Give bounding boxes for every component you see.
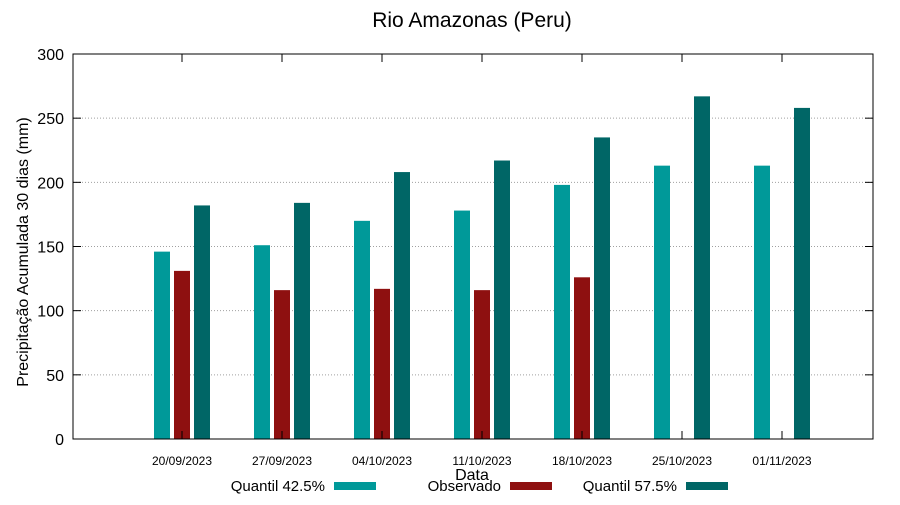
y-tick-label: 0 (55, 432, 64, 449)
legend-swatch (510, 482, 552, 490)
axis-ticks (73, 53, 873, 440)
bar-observado-1 (174, 270, 190, 439)
bar-quantil-42-5-1 (154, 251, 170, 439)
bar-quantil-42-5-2 (254, 245, 270, 439)
bar-quantil-57-5-5 (594, 137, 610, 439)
x-tick-label: 25/10/2023 (652, 454, 712, 468)
x-axis-label: Data (455, 467, 489, 484)
y-tick-label: 50 (46, 368, 64, 385)
x-tick-label: 01/11/2023 (752, 454, 811, 468)
x-tick-label: 20/09/2023 (152, 454, 212, 468)
y-axis-label: Precipitação Acumulada 30 dias (mm) (15, 117, 32, 386)
legend-label: Observado (428, 478, 501, 495)
y-tick-label: 150 (37, 240, 64, 257)
bar-quantil-57-5-7 (794, 107, 810, 440)
bar-observado-4 (474, 290, 490, 439)
x-tick-labels: 20/09/2023 27/09/2023 04/10/2023 11/10/2023… (152, 454, 812, 468)
bar-observado-2 (274, 290, 290, 439)
y-tick-labels: 0 50 100 150 200 250 300 (37, 47, 64, 449)
x-tick-label: 27/09/2023 (252, 454, 312, 468)
bar-quantil-42-5-7 (754, 165, 770, 439)
bar-quantil-57-5-1 (194, 205, 210, 439)
y-tick-label: 100 (37, 304, 64, 321)
x-tick-label: 18/10/2023 (552, 454, 612, 468)
y-tick-label: 300 (37, 47, 64, 64)
legend: Quantil 42.5% Observado Quantil 57.5% (231, 478, 728, 495)
bar-quantil-57-5-2 (294, 202, 310, 439)
bar-observado-3 (374, 288, 390, 439)
bars (154, 96, 810, 440)
legend-swatch (686, 482, 728, 490)
bar-quantil-42-5-6 (654, 165, 670, 439)
x-tick-label: 11/10/2023 (452, 454, 511, 468)
bar-quantil-42-5-4 (454, 210, 470, 439)
x-tick-label: 04/10/2023 (352, 454, 412, 468)
legend-swatch (334, 482, 376, 490)
bar-quantil-42-5-5 (554, 184, 570, 439)
y-tick-label: 200 (37, 175, 64, 192)
bar-observado-5 (574, 277, 590, 439)
bar-quantil-42-5-3 (354, 220, 370, 439)
legend-label: Quantil 57.5% (583, 478, 677, 495)
bar-quantil-57-5-6 (694, 96, 710, 439)
legend-label: Quantil 42.5% (231, 478, 325, 495)
y-tick-label: 250 (37, 111, 64, 128)
bar-quantil-57-5-3 (394, 172, 410, 440)
gridlines (73, 117, 873, 376)
bar-quantil-57-5-4 (494, 160, 510, 439)
chart-title: Rio Amazonas (Peru) (372, 9, 572, 32)
